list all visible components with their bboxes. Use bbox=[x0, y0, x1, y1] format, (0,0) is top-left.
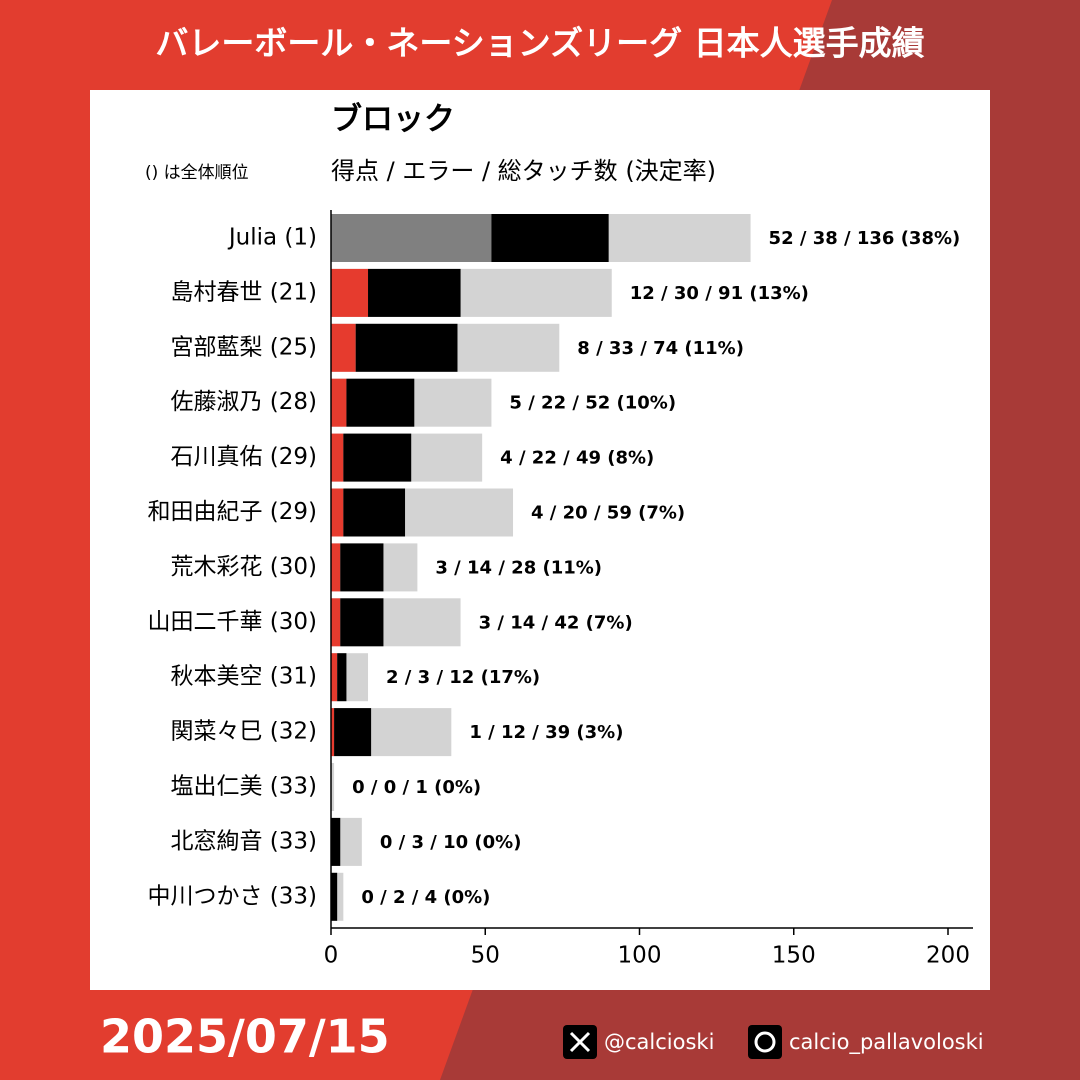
x-tick-label: 200 bbox=[926, 943, 970, 969]
bar-errors bbox=[346, 378, 415, 427]
bar-points bbox=[331, 323, 356, 372]
value-label: 2 / 3 / 12 (17%) bbox=[386, 667, 540, 688]
threads-icon-glyph bbox=[754, 1031, 776, 1053]
y-tick-label: 山田二千華 (30) bbox=[147, 609, 317, 635]
value-label: 3 / 14 / 28 (11%) bbox=[435, 557, 602, 578]
x-tick-label: 0 bbox=[324, 943, 339, 969]
y-tick-label: 荒木彩花 (30) bbox=[170, 554, 317, 580]
y-tick-label: 宮部藍梨 (25) bbox=[170, 334, 317, 360]
x-handle: @calcioski bbox=[604, 1030, 714, 1054]
y-tick-label: 北窓絢音 (33) bbox=[170, 828, 317, 854]
chart-note: () は全体順位 bbox=[145, 163, 249, 183]
x-tick-label: 100 bbox=[618, 943, 662, 969]
value-label: 3 / 14 / 42 (7%) bbox=[479, 612, 633, 633]
chart-subtitle: 得点 / エラー / 総タッチ数 (決定率) bbox=[331, 157, 716, 185]
y-tick-label: 石川真佑 (29) bbox=[170, 444, 317, 470]
bar-total bbox=[331, 763, 335, 811]
y-tick-label: 島村春世 (21) bbox=[170, 279, 317, 305]
value-label: 12 / 30 / 91 (13%) bbox=[630, 283, 809, 304]
plot: 0 50 100 150 200 Julia (1) 52 / 38 / 136 (38%)… bbox=[147, 210, 973, 969]
bar-points bbox=[331, 543, 341, 592]
bar-points bbox=[331, 433, 344, 482]
value-label: 52 / 38 / 136 (38%) bbox=[769, 228, 961, 249]
value-label: 4 / 20 / 59 (7%) bbox=[531, 503, 685, 524]
bar-errors bbox=[331, 872, 338, 921]
x-tick-label: 50 bbox=[471, 943, 500, 969]
bar-errors bbox=[491, 214, 609, 262]
y-tick-label: 秋本美空 (31) bbox=[170, 664, 317, 690]
value-label: 1 / 12 / 39 (3%) bbox=[469, 722, 623, 743]
value-label: 0 / 2 / 4 (0%) bbox=[361, 887, 490, 908]
bar-errors bbox=[368, 268, 461, 317]
bar-errors bbox=[340, 543, 384, 592]
bar-errors bbox=[331, 817, 341, 866]
bar-points bbox=[331, 653, 338, 702]
bar-errors bbox=[355, 323, 458, 372]
value-label: 8 / 33 / 74 (11%) bbox=[577, 338, 744, 359]
y-tick-label: 塩出仁美 (33) bbox=[170, 774, 317, 800]
x-icon-glyph bbox=[569, 1031, 591, 1053]
y-tick-label: 関菜々巳 (32) bbox=[170, 719, 317, 745]
y-tick-label: 和田由紀子 (29) bbox=[147, 499, 317, 525]
date: 2025/07/15 bbox=[100, 1010, 390, 1064]
bar-errors bbox=[337, 653, 347, 702]
page-title: バレーボール・ネーションズリーグ 日本人選手成績 bbox=[155, 24, 924, 63]
bar-points bbox=[331, 708, 335, 757]
threads-handle: calcio_pallavoloski bbox=[789, 1030, 984, 1055]
x-tick-label: 150 bbox=[772, 943, 816, 969]
bar-points bbox=[331, 598, 341, 647]
bar-errors bbox=[334, 708, 372, 757]
bar-errors bbox=[343, 433, 412, 482]
bar-errors bbox=[343, 488, 406, 537]
value-label: 4 / 22 / 49 (8%) bbox=[500, 448, 654, 469]
bar-points bbox=[331, 378, 347, 427]
value-label: 0 / 3 / 10 (0%) bbox=[380, 832, 522, 853]
y-tick-label: 中川つかさ (33) bbox=[147, 883, 317, 909]
bar-points bbox=[331, 488, 344, 537]
value-label: 5 / 22 / 52 (10%) bbox=[509, 393, 676, 414]
bar-points bbox=[331, 214, 492, 262]
chart-title: ブロック bbox=[331, 102, 455, 138]
value-label: 0 / 0 / 1 (0%) bbox=[352, 777, 481, 798]
bar-points bbox=[331, 268, 369, 317]
y-tick-label: 佐藤淑乃 (28) bbox=[170, 389, 317, 415]
y-tick-label: Julia (1) bbox=[227, 225, 317, 251]
threads-icon bbox=[748, 1025, 782, 1059]
bar-errors bbox=[340, 598, 384, 647]
